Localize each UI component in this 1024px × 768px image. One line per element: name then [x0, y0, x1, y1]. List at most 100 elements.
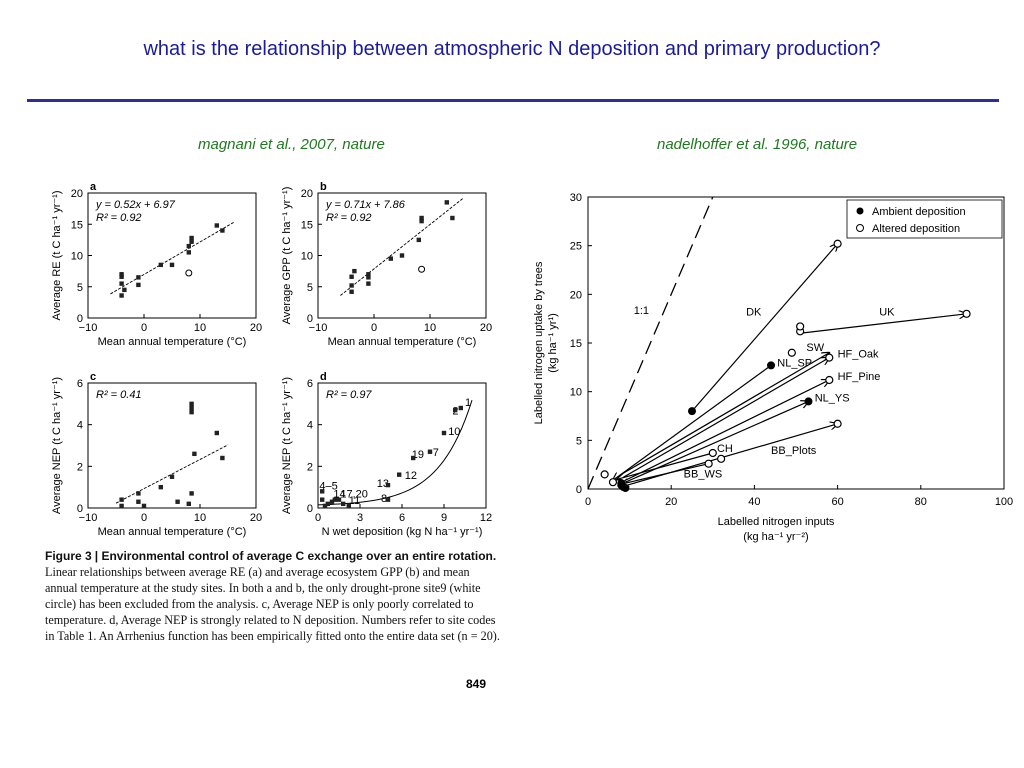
data-point — [136, 275, 141, 280]
data-point — [141, 503, 147, 509]
data-point — [325, 501, 330, 507]
altered-point — [704, 459, 713, 468]
altered-point — [833, 239, 842, 248]
ambient-point — [804, 397, 813, 406]
data-point — [175, 499, 180, 504]
site-label: NL_SP — [777, 357, 812, 369]
citation-nadelhoffer: nadelhoffer et al. 1996, nature — [657, 136, 858, 153]
y-axis-label: Average NEP (t C ha⁻¹ yr⁻¹) — [281, 377, 293, 514]
data-point — [119, 281, 124, 286]
one-to-one-label: 1:1 — [634, 305, 649, 317]
data-point — [419, 218, 424, 224]
x-tick-label: 20 — [665, 496, 677, 508]
site-code-label: 12 — [405, 470, 417, 482]
plot-frame — [87, 382, 257, 509]
ambient-point — [617, 479, 626, 488]
r-squared: R² = 0.92 — [96, 212, 142, 224]
one-to-one-line — [587, 196, 714, 490]
fit-line — [340, 197, 464, 296]
data-point — [189, 405, 194, 411]
x-axis-label: Mean annual temperature (°C) — [98, 526, 247, 538]
altered-point — [600, 470, 609, 479]
x-tick-label: −10 — [79, 322, 98, 334]
r-squared: R² = 0.41 — [96, 389, 142, 401]
data-point — [366, 275, 371, 280]
x-tick-label: 40 — [748, 496, 760, 508]
x-tick-label: 0 — [585, 496, 591, 508]
y-tick-label: 4 — [307, 420, 313, 432]
panel-letter: a — [90, 181, 97, 193]
x-axis-label: N wet deposition (kg N ha⁻¹ yr⁻¹) — [322, 526, 483, 538]
data-point — [397, 472, 402, 477]
site-arrow — [800, 314, 966, 334]
y-tick-label: 20 — [570, 289, 582, 301]
site-label: DK — [746, 307, 762, 319]
x-tick-label: 20 — [250, 512, 262, 524]
data-point — [158, 262, 163, 268]
data-point — [189, 401, 194, 407]
data-point — [320, 489, 325, 494]
data-point — [189, 235, 194, 241]
y-tick-label: 10 — [71, 251, 83, 263]
y-tick-label: 20 — [71, 188, 83, 200]
data-point — [453, 407, 458, 413]
data-point — [416, 237, 421, 243]
data-point — [186, 501, 191, 507]
altered-point — [717, 454, 726, 463]
data-point — [119, 497, 124, 502]
data-point — [450, 215, 455, 221]
caption-heading: Environmental control of average C excha… — [101, 549, 497, 563]
data-point — [189, 491, 194, 496]
data-point — [320, 497, 325, 502]
site-label: CH — [717, 443, 733, 455]
altered-point — [825, 353, 834, 362]
data-point — [220, 228, 225, 233]
data-point — [352, 268, 357, 274]
data-point — [214, 223, 219, 228]
drought-site-point — [185, 269, 193, 277]
data-point — [346, 503, 351, 509]
y-tick-label: 0 — [307, 313, 313, 325]
data-point — [444, 200, 449, 205]
site-label: HF_Pine — [838, 371, 881, 383]
data-point — [322, 503, 328, 509]
x-tick-label: 10 — [194, 322, 206, 334]
site-label: BB_Plots — [771, 445, 817, 457]
y-tick-label: 0 — [77, 313, 83, 325]
data-point — [336, 497, 342, 502]
panel-letter: c — [90, 371, 96, 383]
y-tick-label: 5 — [307, 282, 313, 294]
y-tick-label: 25 — [570, 241, 582, 253]
fit-line — [110, 222, 234, 295]
legend-box — [846, 199, 1003, 239]
title-divider — [27, 99, 999, 102]
data-point — [169, 262, 175, 268]
legend-altered-marker — [856, 224, 864, 232]
r-squared: R² = 0.97 — [326, 389, 372, 401]
site-code-label: 8 — [381, 493, 387, 505]
x-tick-label: 0 — [141, 322, 147, 334]
x-axis-label: Mean annual temperature (°C) — [98, 336, 247, 348]
chart-nadelhoffer: 0 20 40 60 80 100 0 5 10 15 20 25 30 Labelled nitroge… — [533, 192, 1013, 543]
data-point — [189, 409, 194, 415]
x-axis-label-units: (kg ha⁻¹ yr⁻²) — [743, 531, 808, 543]
data-point — [385, 497, 391, 502]
data-point — [349, 283, 354, 288]
data-point — [366, 272, 371, 277]
data-point — [349, 289, 354, 294]
site-label: UK — [879, 307, 895, 319]
x-tick-label: 60 — [831, 496, 843, 508]
figure-caption: Figure 3 | Environmental control of aver… — [45, 549, 500, 643]
y-tick-label: 4 — [77, 420, 83, 432]
y-tick-label: 15 — [301, 219, 313, 231]
fit-equation: y = 0.71x + 7.86 — [325, 199, 406, 211]
x-tick-label: 6 — [399, 512, 405, 524]
y-tick-label: 15 — [570, 338, 582, 350]
caption-figure-number: Figure 3 — [45, 549, 92, 563]
site-arrow — [617, 452, 713, 479]
x-tick-label: 0 — [141, 512, 147, 524]
data-point — [122, 287, 127, 293]
legend-altered-label: Altered deposition — [872, 223, 960, 235]
data-point — [169, 474, 175, 479]
